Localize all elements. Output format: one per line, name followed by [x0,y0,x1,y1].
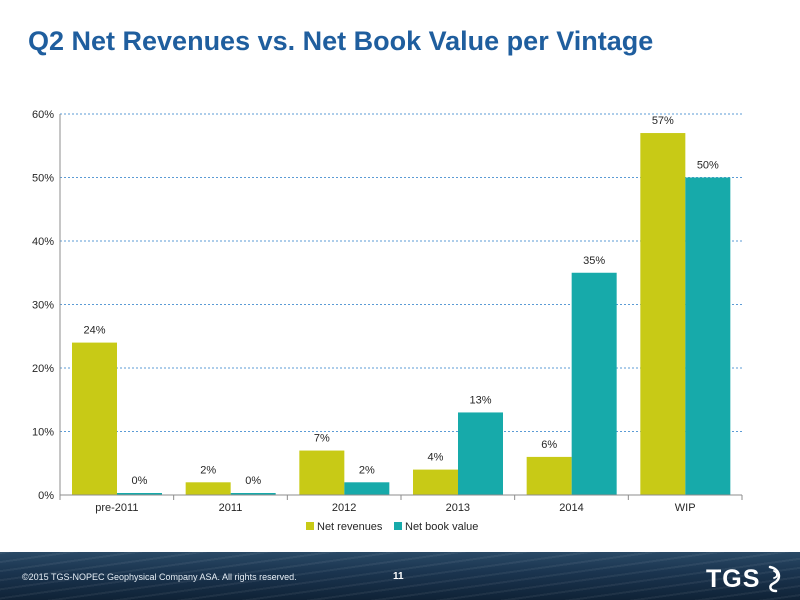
data-label: 4% [428,452,444,464]
legend-label: Net revenues [317,521,383,533]
data-label: 7% [314,433,330,445]
slide-title: Q2 Net Revenues vs. Net Book Value per V… [28,26,654,56]
data-label: 0% [245,475,261,487]
logo-swirl-icon [769,565,781,593]
x-tick-label: 2013 [446,502,470,514]
data-label: 13% [469,394,491,406]
axes: 0% 10% 20% 30% 40% 50% 60% pre-2011 2011 2012 2013… [32,109,743,514]
legend: Net revenues Net book value [306,521,478,533]
x-tick-label: 2012 [332,502,356,514]
tgs-logo: TGS [706,564,784,594]
page-number: 11 [393,571,404,582]
bar-net-book-value [230,493,276,495]
data-label: 24% [83,325,105,337]
data-label: 6% [541,439,557,451]
logo-text: TGS [706,564,761,593]
bar-net-book-value [571,272,617,495]
data-label: 0% [132,475,148,487]
data-label: 35% [583,255,605,267]
bar-net-revenues [185,482,231,495]
gridlines [60,113,742,432]
data-label: 2% [359,464,375,476]
y-tick-label: 30% [32,300,54,312]
y-tick-label: 10% [32,427,54,439]
legend-label: Net book value [405,521,478,533]
data-label: 50% [697,160,719,172]
bars [72,133,731,496]
x-tick-label: 2014 [559,502,583,514]
y-tick-label: 40% [32,236,54,248]
x-tick-label: 2011 [219,502,243,514]
bar-net-book-value [344,482,390,495]
copyright-text: ©2015 TGS-NOPEC Geophysical Company ASA.… [22,572,297,582]
legend-swatch [306,522,314,530]
y-tick-label: 50% [32,173,54,185]
bar-net-revenues [413,469,458,495]
bar-net-revenues [640,133,686,496]
footer-bar: ©2015 TGS-NOPEC Geophysical Company ASA.… [0,552,800,600]
bar-net-book-value [458,412,503,495]
bar-net-book-value [117,493,162,495]
bar-net-revenues [72,342,117,495]
data-label: 2% [200,464,216,476]
bar-net-book-value [685,177,731,495]
x-tick-label: pre-2011 [95,502,138,514]
ocean-background [0,552,800,600]
y-tick-label: 0% [38,490,54,502]
bar-net-revenues [299,450,345,495]
x-tick-label: WIP [675,502,696,514]
legend-swatch [394,522,402,530]
bar-chart: 24% 2% 7% 4% 6% 57% 0% 0% 2% 13% 35% 50% 0% 10% 20% 30… [32,109,743,533]
y-tick-label: 60% [32,109,54,121]
data-labels: 24% 2% 7% 4% 6% 57% 0% 0% 2% 13% 35% 50% [83,115,719,487]
y-tick-label: 20% [32,363,54,375]
data-label: 57% [652,115,674,127]
bar-net-revenues [526,456,572,495]
